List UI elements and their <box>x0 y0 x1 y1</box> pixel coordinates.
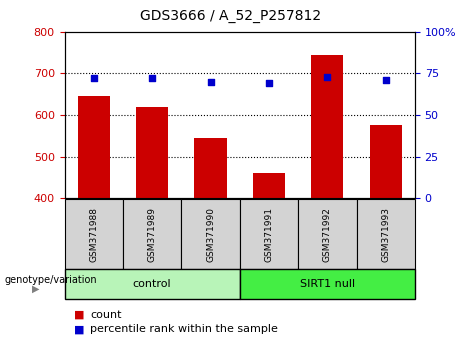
Text: ■: ■ <box>74 310 84 320</box>
Text: GSM371990: GSM371990 <box>206 207 215 262</box>
Bar <box>77 96 110 198</box>
Point <box>207 79 214 85</box>
Point <box>382 77 390 83</box>
Text: genotype/variation: genotype/variation <box>5 275 97 285</box>
Text: GSM371991: GSM371991 <box>265 207 273 262</box>
Point <box>324 74 331 80</box>
Bar <box>311 55 343 198</box>
Text: control: control <box>133 279 171 289</box>
Bar <box>253 173 285 198</box>
Text: GSM371992: GSM371992 <box>323 207 332 262</box>
Point <box>265 81 272 86</box>
Text: GSM371993: GSM371993 <box>381 207 390 262</box>
Bar <box>195 138 226 198</box>
Point <box>148 76 156 81</box>
Text: GSM371988: GSM371988 <box>89 207 98 262</box>
Text: GSM371989: GSM371989 <box>148 207 157 262</box>
Text: percentile rank within the sample: percentile rank within the sample <box>90 324 278 334</box>
Text: ■: ■ <box>74 324 84 334</box>
Bar <box>136 107 168 198</box>
Text: ▶: ▶ <box>32 284 40 294</box>
Text: SIRT1 null: SIRT1 null <box>300 279 355 289</box>
Bar <box>370 125 402 198</box>
Text: count: count <box>90 310 121 320</box>
Text: GDS3666 / A_52_P257812: GDS3666 / A_52_P257812 <box>140 9 321 23</box>
Point <box>90 76 97 81</box>
